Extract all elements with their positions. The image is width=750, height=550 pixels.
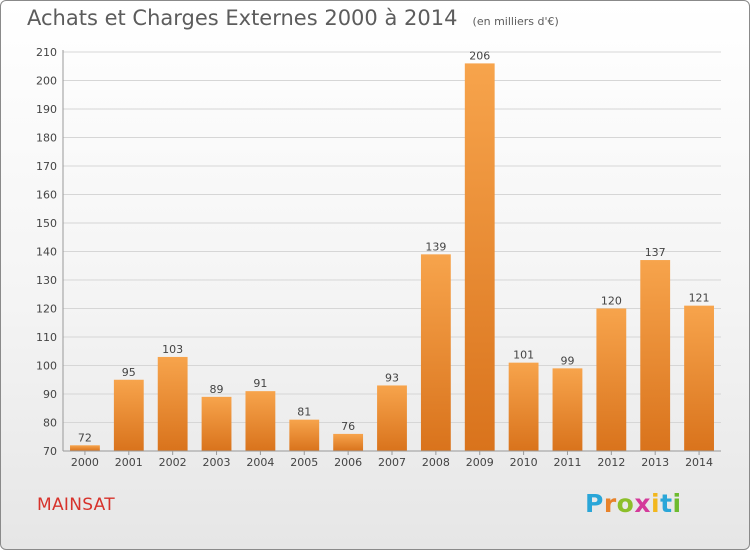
y-tick-label: 130 <box>36 274 57 287</box>
logo-letter: t <box>660 489 673 518</box>
bar-value-label: 121 <box>689 292 710 305</box>
x-tick-label: 2006 <box>334 456 362 469</box>
logo-letter: r <box>603 489 617 518</box>
proxiti-logo: Proxiti <box>585 489 682 518</box>
bar-value-label: 76 <box>341 420 355 433</box>
bar <box>113 379 144 451</box>
bar-value-label: 206 <box>469 49 490 62</box>
bar <box>333 433 364 451</box>
x-tick-label: 2001 <box>115 456 143 469</box>
x-tick-label: 2005 <box>290 456 318 469</box>
bar <box>552 368 583 451</box>
y-tick-label: 180 <box>36 132 57 145</box>
y-tick-label: 80 <box>43 417 57 430</box>
bar-value-label: 91 <box>253 377 267 390</box>
bar-value-label: 89 <box>210 383 224 396</box>
y-tick-label: 70 <box>43 445 57 458</box>
logo-letter: P <box>585 489 604 518</box>
x-tick-label: 2002 <box>159 456 187 469</box>
logo-letter: x <box>634 489 651 518</box>
title-row: Achats et Charges Externes 2000 à 2014 (… <box>27 6 559 30</box>
chart-subtitle: (en milliers d'€) <box>472 15 559 28</box>
bar <box>157 356 188 451</box>
bar-value-label: 81 <box>297 406 311 419</box>
logo-letter: o <box>616 489 635 518</box>
y-tick-label: 170 <box>36 160 57 173</box>
x-tick-label: 2010 <box>510 456 538 469</box>
chart-title: Achats et Charges Externes 2000 à 2014 <box>27 6 458 30</box>
x-tick-label: 2012 <box>597 456 625 469</box>
bar-value-label: 137 <box>645 246 666 259</box>
x-tick-label: 2014 <box>685 456 713 469</box>
bar <box>377 385 407 451</box>
y-tick-label: 140 <box>36 246 57 259</box>
bar <box>640 260 671 451</box>
bar-value-label: 95 <box>122 366 136 379</box>
y-tick-label: 150 <box>36 217 57 230</box>
bar-value-label: 103 <box>162 343 183 356</box>
bar-value-label: 72 <box>78 431 92 444</box>
bar <box>596 308 627 451</box>
y-tick-label: 90 <box>43 388 57 401</box>
x-tick-label: 2013 <box>641 456 669 469</box>
logo-letter: i <box>651 489 661 518</box>
place-name: MAINSAT <box>37 495 115 515</box>
logo-letter: i <box>672 489 682 518</box>
y-tick-label: 120 <box>36 303 57 316</box>
x-tick-label: 2011 <box>553 456 581 469</box>
y-tick-label: 200 <box>36 75 57 88</box>
x-tick-label: 2000 <box>71 456 99 469</box>
x-tick-label: 2008 <box>422 456 450 469</box>
y-tick-label: 110 <box>36 331 57 344</box>
axes: 7080901001101201301401501601701801902002… <box>36 46 721 469</box>
bar <box>684 305 714 451</box>
bar <box>245 391 276 451</box>
y-tick-label: 210 <box>36 46 57 59</box>
bar-value-label: 101 <box>513 349 534 362</box>
bar-value-label: 93 <box>385 371 399 384</box>
bar <box>508 362 539 451</box>
x-tick-label: 2007 <box>378 456 406 469</box>
bar <box>201 396 232 451</box>
bar-value-label: 99 <box>560 354 574 367</box>
bar <box>420 254 451 451</box>
x-tick-label: 2003 <box>203 456 231 469</box>
bar <box>289 419 320 451</box>
bar-value-label: 139 <box>425 240 446 253</box>
x-tick-label: 2004 <box>246 456 274 469</box>
y-tick-label: 160 <box>36 189 57 202</box>
bar-value-label: 120 <box>601 295 622 308</box>
y-tick-label: 100 <box>36 360 57 373</box>
y-tick-label: 190 <box>36 103 57 116</box>
bar <box>464 63 495 452</box>
bar <box>70 445 100 451</box>
x-tick-label: 2009 <box>466 456 494 469</box>
bars: 72 95 103 89 91 81 76 93 139 206 101 99 120 137 121 <box>70 49 714 452</box>
